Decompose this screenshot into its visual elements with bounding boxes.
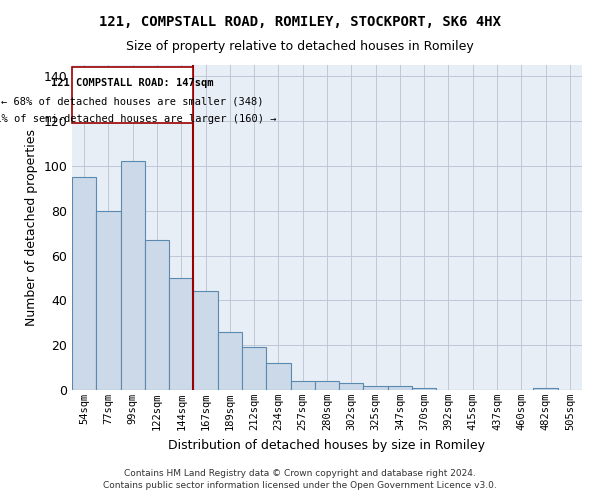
Bar: [364, 386, 388, 390]
Text: 31% of semi-detached houses are larger (160) →: 31% of semi-detached houses are larger (…: [0, 114, 277, 124]
Text: 121, COMPSTALL ROAD, ROMILEY, STOCKPORT, SK6 4HX: 121, COMPSTALL ROAD, ROMILEY, STOCKPORT,…: [99, 15, 501, 29]
Bar: [145, 240, 169, 390]
X-axis label: Distribution of detached houses by size in Romiley: Distribution of detached houses by size …: [169, 438, 485, 452]
Bar: [121, 162, 145, 390]
Bar: [388, 386, 412, 390]
Bar: [315, 381, 339, 390]
Bar: [339, 384, 364, 390]
Bar: [242, 348, 266, 390]
Text: Size of property relative to detached houses in Romiley: Size of property relative to detached ho…: [126, 40, 474, 53]
Bar: [193, 292, 218, 390]
FancyBboxPatch shape: [72, 67, 193, 124]
Bar: [72, 177, 96, 390]
Y-axis label: Number of detached properties: Number of detached properties: [25, 129, 38, 326]
Text: ← 68% of detached houses are smaller (348): ← 68% of detached houses are smaller (34…: [1, 96, 264, 106]
Text: 121 COMPSTALL ROAD: 147sqm: 121 COMPSTALL ROAD: 147sqm: [52, 78, 214, 88]
Bar: [96, 210, 121, 390]
Bar: [533, 388, 558, 390]
Bar: [169, 278, 193, 390]
Bar: [412, 388, 436, 390]
Text: Contains HM Land Registry data © Crown copyright and database right 2024.
Contai: Contains HM Land Registry data © Crown c…: [103, 468, 497, 490]
Bar: [218, 332, 242, 390]
Bar: [266, 363, 290, 390]
Bar: [290, 381, 315, 390]
